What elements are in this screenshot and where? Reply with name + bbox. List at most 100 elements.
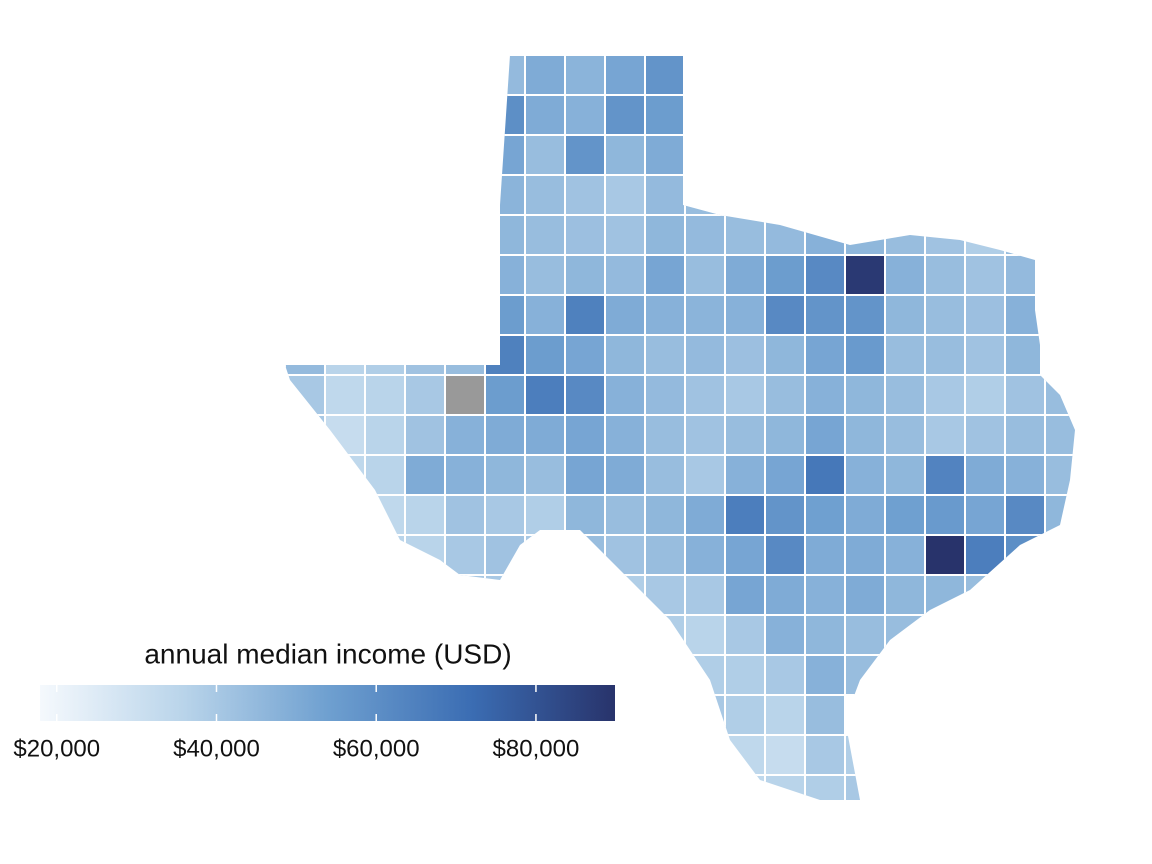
county — [444, 374, 486, 416]
county — [644, 254, 686, 296]
county — [644, 294, 686, 336]
county — [484, 94, 526, 136]
county — [444, 454, 486, 496]
county — [684, 574, 726, 616]
county — [524, 254, 566, 296]
county — [804, 734, 846, 776]
county — [364, 534, 406, 576]
county — [564, 454, 606, 496]
county — [604, 374, 646, 416]
county — [924, 334, 966, 376]
county — [484, 534, 526, 576]
county — [924, 214, 966, 256]
county — [364, 494, 406, 536]
county — [564, 294, 606, 336]
colorbar — [40, 685, 615, 721]
county — [324, 374, 366, 416]
county — [804, 254, 846, 296]
county — [1044, 374, 1075, 416]
county — [684, 654, 726, 696]
county — [604, 214, 646, 256]
county — [684, 494, 726, 536]
county — [684, 374, 726, 416]
county — [484, 134, 526, 176]
county — [604, 334, 646, 376]
county — [764, 494, 806, 536]
county — [1044, 414, 1075, 456]
county — [444, 574, 486, 616]
county — [884, 254, 926, 296]
county — [524, 414, 566, 456]
county — [404, 414, 446, 456]
county — [844, 494, 886, 536]
county — [764, 334, 806, 376]
county — [524, 374, 566, 416]
county — [804, 654, 846, 696]
county — [484, 494, 526, 536]
county — [484, 254, 526, 296]
county — [484, 294, 526, 336]
county — [604, 454, 646, 496]
county — [684, 254, 726, 296]
county — [764, 614, 806, 656]
county — [884, 574, 926, 616]
county — [364, 374, 406, 416]
county — [564, 414, 606, 456]
county — [1004, 374, 1046, 416]
legend-title: annual median income (USD) — [144, 638, 511, 669]
county — [1044, 534, 1075, 576]
county — [564, 334, 606, 376]
county — [684, 414, 726, 456]
county — [285, 414, 326, 456]
county — [804, 454, 846, 496]
county — [644, 55, 686, 96]
county — [484, 414, 526, 456]
county — [964, 334, 1006, 376]
colorbar-tick-label: $20,000 — [13, 735, 100, 762]
county — [524, 174, 566, 216]
county — [964, 254, 1006, 296]
county — [285, 374, 326, 416]
county — [1004, 494, 1046, 536]
county — [564, 174, 606, 216]
county — [1044, 494, 1075, 536]
county — [724, 774, 766, 800]
county — [684, 174, 726, 216]
county — [404, 454, 446, 496]
county — [724, 334, 766, 376]
county — [644, 174, 686, 216]
county — [764, 574, 806, 616]
county — [644, 494, 686, 536]
county — [524, 94, 566, 136]
county — [564, 534, 606, 576]
county — [844, 534, 886, 576]
county — [844, 374, 886, 416]
county — [604, 294, 646, 336]
county — [484, 174, 526, 216]
county — [524, 534, 566, 576]
county — [724, 614, 766, 656]
county — [644, 94, 686, 136]
county — [1004, 454, 1046, 496]
county — [884, 334, 926, 376]
county — [884, 614, 926, 656]
county — [404, 494, 446, 536]
county — [324, 414, 366, 456]
county — [604, 174, 646, 216]
county — [764, 374, 806, 416]
county — [684, 614, 726, 656]
county — [844, 734, 886, 776]
county — [524, 134, 566, 176]
county — [564, 134, 606, 176]
county — [924, 454, 966, 496]
county — [884, 214, 926, 256]
county — [524, 334, 566, 376]
county — [804, 414, 846, 456]
county — [724, 414, 766, 456]
county — [524, 55, 566, 96]
county — [764, 454, 806, 496]
county — [564, 494, 606, 536]
county — [844, 574, 886, 616]
county — [884, 294, 926, 336]
